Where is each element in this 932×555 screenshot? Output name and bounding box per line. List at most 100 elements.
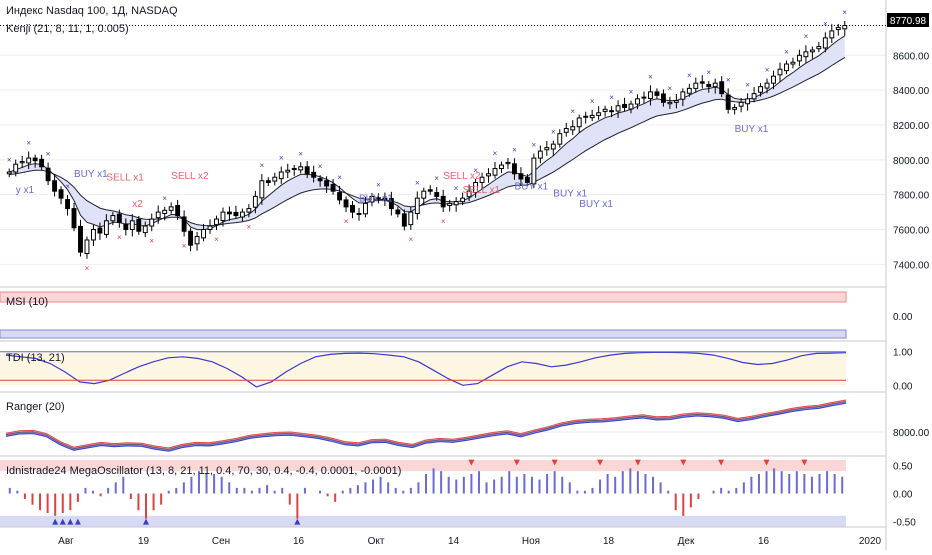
ranger-line: [5, 401, 847, 451]
marker-x-blue: ×: [648, 72, 653, 81]
signal-label: BUY x1: [553, 188, 587, 199]
candle-body: [524, 177, 530, 183]
marker-x-blue: ×: [162, 194, 167, 203]
candle-body: [654, 91, 660, 96]
triangle-up-marker: [52, 518, 59, 525]
marker-x-blue: ×: [687, 71, 692, 80]
x-tick-label: 18: [603, 536, 615, 547]
candle-body: [486, 173, 491, 177]
candle-body: [745, 98, 751, 105]
signal-label: BUY x1: [74, 169, 108, 180]
candle-body: [330, 184, 336, 192]
candle-body: [829, 30, 835, 39]
candle-body: [84, 239, 90, 255]
kenji-fast-line: [9, 35, 846, 231]
signal-label: y x1: [16, 185, 35, 196]
mega-blue-band: [0, 515, 846, 527]
marker-x-blue: ×: [434, 174, 439, 183]
candle-body: [52, 180, 58, 192]
candle-body: [660, 93, 666, 103]
triangle-down-marker: [597, 459, 604, 466]
marker-x-red: ×: [344, 217, 349, 226]
candle-body: [570, 126, 576, 131]
signal-label: BUY x1: [735, 124, 769, 135]
candle-body: [544, 147, 550, 151]
candle-body: [835, 26, 841, 31]
marker-x-blue: ×: [842, 8, 847, 17]
signal-label: SELL x2: [443, 171, 481, 182]
marker-x-blue: ×: [668, 84, 673, 93]
signal-label: SELL x1: [106, 173, 144, 184]
marker-x-blue: ×: [493, 149, 498, 158]
marker-x-blue: ×: [804, 32, 809, 41]
candle-body: [188, 230, 194, 246]
candle-body: [363, 202, 368, 215]
candle-body: [511, 163, 517, 175]
marker-x-blue: ×: [629, 88, 634, 97]
candle-body: [78, 225, 83, 253]
marker-x-blue: ×: [298, 149, 303, 158]
candle-body: [796, 54, 802, 62]
marker-x-blue: ×: [784, 48, 789, 57]
y-tick-label: -0.50: [893, 517, 916, 528]
signal-label: x2: [132, 199, 143, 210]
triangle-down-marker: [680, 459, 687, 466]
candle-body: [324, 180, 330, 187]
signal-label: SELL x2: [171, 171, 209, 182]
chart-title: Индекс Nasdaq 100, 1Д, NASDAQ: [6, 5, 178, 17]
candle-body: [822, 37, 828, 49]
marker-x-blue: ×: [260, 161, 265, 170]
candle-body: [19, 161, 25, 164]
candle-body: [673, 100, 679, 103]
candle-body: [181, 216, 187, 232]
marker-x-red: ×: [149, 236, 154, 245]
x-tick-label: Авг: [58, 536, 74, 547]
candle-body: [317, 178, 323, 182]
candle-body: [764, 82, 770, 89]
triangle-up-marker: [59, 518, 66, 525]
ranger-line: [5, 402, 847, 452]
marker-x-red: ×: [247, 222, 252, 231]
marker-x-blue: ×: [279, 153, 284, 162]
candle-body: [537, 150, 543, 159]
candle-body: [699, 81, 705, 84]
candle-body: [356, 212, 362, 215]
marker-x-blue: ×: [590, 97, 595, 106]
panel-title-ranger: Ranger (20): [6, 401, 65, 413]
candle-body: [311, 171, 317, 178]
y-tick-label: 8000.00: [893, 156, 930, 167]
candle-body: [168, 206, 174, 211]
x-tick-label: 16: [758, 536, 770, 547]
signal-label: SELL x1: [463, 185, 501, 196]
panel-title-mega: Idnistrade24 MegaOscillator (13, 8, 21, …: [6, 465, 401, 477]
marker-x-blue: ×: [473, 166, 478, 175]
candle-body: [291, 168, 297, 171]
candle-body: [337, 192, 343, 201]
triangle-up-marker: [74, 518, 81, 525]
y-tick-label: 7400.00: [893, 260, 930, 271]
candle-body: [272, 176, 278, 182]
marker-x-red: ×: [117, 233, 122, 242]
candle-body: [615, 105, 621, 112]
y-tick-label: 0.00: [893, 490, 913, 501]
triangle-down-marker: [551, 459, 558, 466]
series-layer: [5, 20, 848, 519]
y-tick-label: 7600.00: [893, 226, 930, 237]
candle-body: [693, 82, 699, 89]
marker-x-blue: ×: [454, 184, 459, 193]
candle-body: [816, 46, 822, 50]
msi-red-band: [0, 291, 847, 303]
marker-x-blue: ×: [570, 107, 575, 116]
candle-body: [686, 87, 692, 94]
candle-body: [628, 103, 634, 110]
marker-x-blue: ×: [726, 75, 731, 84]
x-tick-label: Окт: [368, 536, 385, 547]
candle-body: [278, 171, 284, 180]
y-tick-label: 8200.00: [893, 121, 930, 132]
candle-body: [136, 218, 142, 232]
candle-body: [26, 157, 32, 164]
y-tick-label: 8600.00: [893, 51, 930, 62]
candle-body: [395, 209, 401, 215]
